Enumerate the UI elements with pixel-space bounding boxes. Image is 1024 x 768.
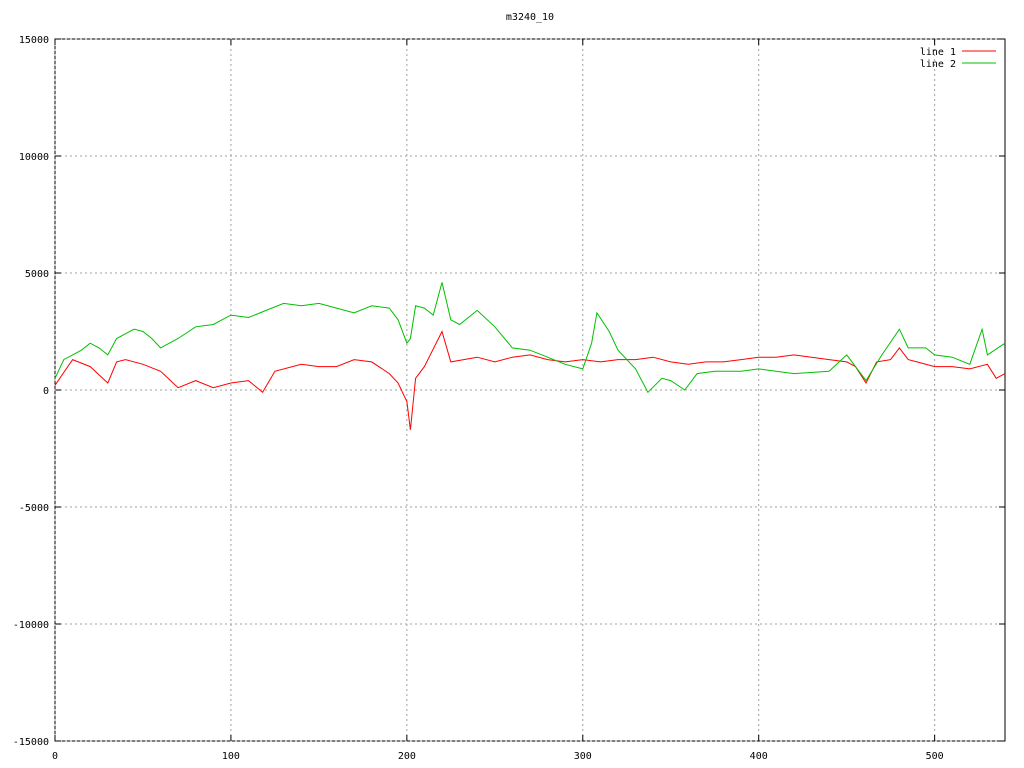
x-tick-label: 400 [750, 751, 768, 762]
data-line [54, 282, 1006, 394]
y-tick-label: 15000 [19, 35, 49, 46]
x-tick-label: 100 [222, 751, 240, 762]
x-tick-label: 300 [574, 751, 592, 762]
data-line [54, 330, 1006, 430]
chart-title: m3240_10 [506, 12, 554, 23]
y-tick-label: -15000 [13, 737, 49, 748]
y-tick-label: 5000 [25, 269, 49, 280]
y-tick-label: 10000 [19, 152, 49, 163]
legend-label: line 1 [920, 47, 956, 58]
y-tick-label: 0 [43, 386, 49, 397]
y-tick-label: -10000 [13, 620, 49, 631]
legend-label: line 2 [920, 59, 956, 70]
x-tick-label: 0 [52, 751, 58, 762]
x-tick-label: 200 [398, 751, 416, 762]
x-tick-label: 500 [926, 751, 944, 762]
y-tick-label: -5000 [19, 503, 49, 514]
